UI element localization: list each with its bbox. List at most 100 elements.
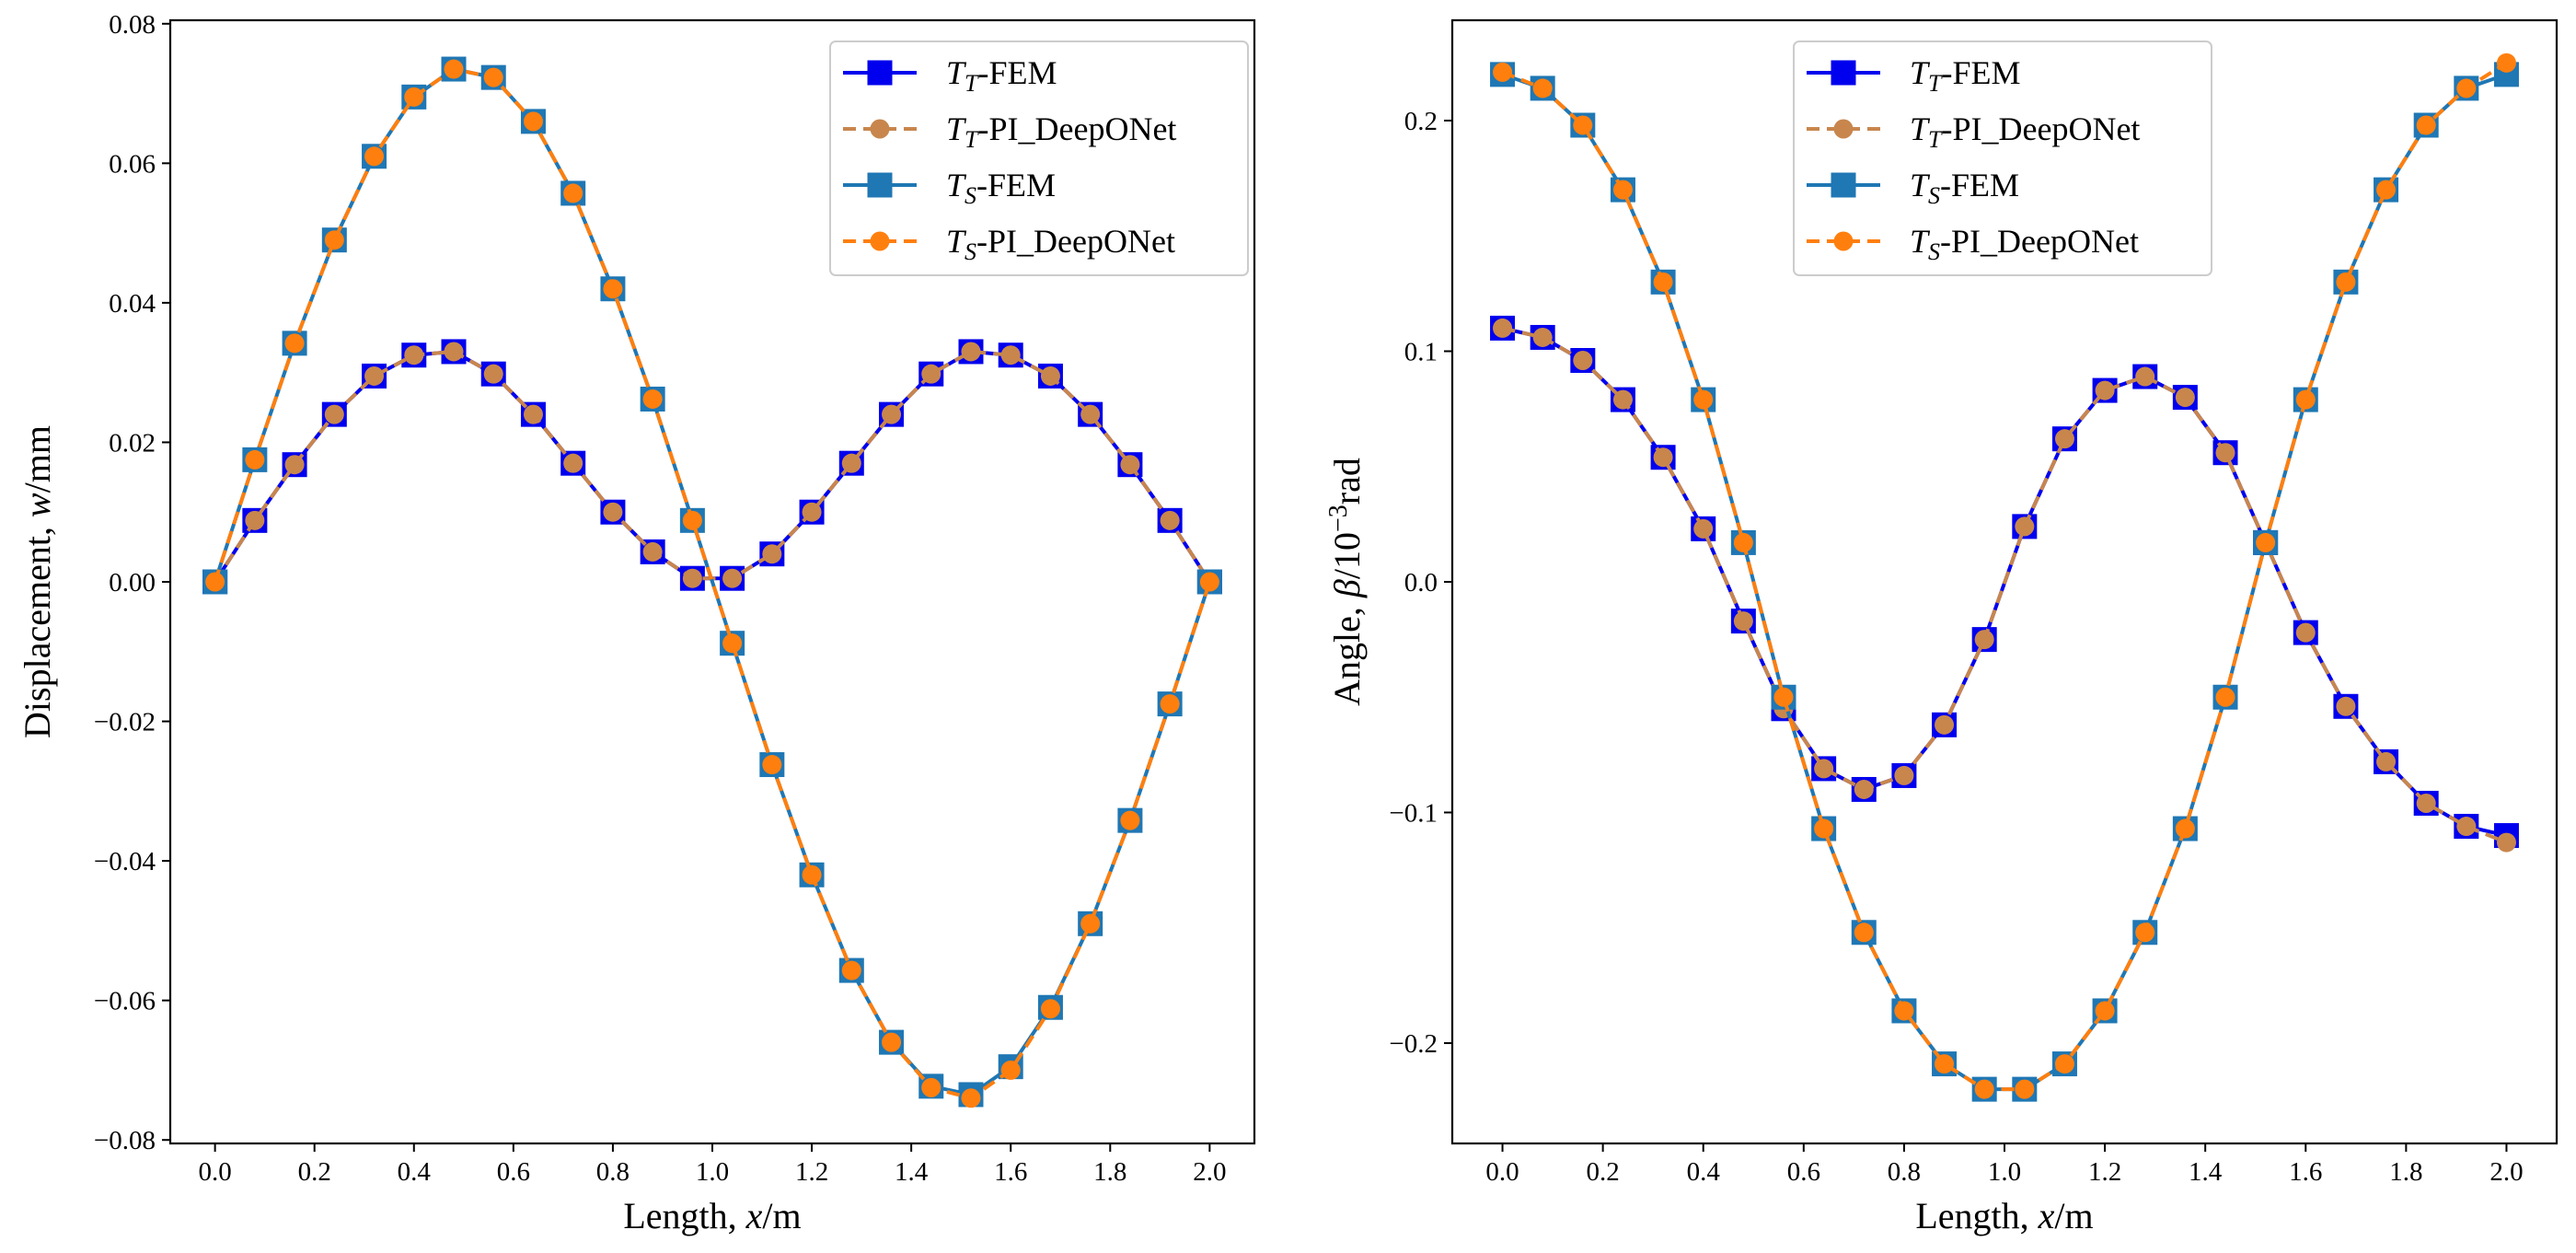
data-point-ts_pi — [284, 333, 305, 354]
data-point-tt_pi — [2295, 622, 2316, 643]
data-point-tt_pi — [762, 544, 782, 564]
data-point-ts_pi — [1773, 687, 1794, 707]
data-point-tt_pi — [2175, 388, 2195, 408]
x-tick-label: 0.4 — [1687, 1157, 1721, 1187]
data-point-tt_pi — [882, 404, 902, 424]
series-line-tt_pi — [1502, 326, 2508, 844]
y-tick-label: 0.02 — [109, 428, 156, 458]
y-tick-label: −0.1 — [1389, 799, 1438, 829]
data-point-tt_pi — [1532, 327, 1553, 347]
data-point-ts_pi — [841, 960, 861, 980]
x-tick-label: 1.0 — [1988, 1157, 2021, 1187]
data-point-ts_pi — [2215, 687, 2235, 707]
legend-label-ts_pi: TS-PI_DeepONet — [946, 223, 1175, 265]
data-point-ts_pi — [2135, 922, 2155, 943]
data-point-ts_pi — [2336, 272, 2356, 292]
data-point-tt_pi — [603, 502, 623, 522]
x-tick-label: 0.0 — [1485, 1157, 1519, 1187]
x-tick-label: 1.6 — [2289, 1157, 2322, 1187]
data-point-tt_pi — [1160, 510, 1180, 530]
legend-label-ts_fem: TS-FEM — [1910, 167, 2019, 209]
data-point-ts_pi — [1493, 62, 1513, 82]
data-point-ts_pi — [404, 87, 424, 107]
data-point-ts_pi — [2416, 115, 2436, 135]
legend: TT-FEM TT-PI_DeepONet TS-FEM TS-PI_DeepONet — [1793, 41, 2212, 276]
data-point-ts_pi — [1814, 818, 1834, 839]
legend-box — [1793, 41, 2212, 276]
y-tick-label: 0.08 — [109, 10, 156, 40]
legend-label-ts_fem: TS-FEM — [946, 167, 1056, 209]
data-point-tt_pi — [1935, 714, 1955, 735]
series-tt_fem — [202, 339, 1222, 595]
data-point-ts_pi — [483, 67, 503, 87]
data-point-tt_pi — [245, 510, 265, 530]
data-point-tt_pi — [2376, 751, 2397, 772]
x-tick-label: 1.8 — [1093, 1157, 1126, 1187]
data-point-tt_pi — [1733, 611, 1753, 632]
data-point-ts_pi — [1532, 78, 1553, 99]
data-point-tt_pi — [1000, 345, 1021, 365]
data-point-ts_pi — [1935, 1054, 1955, 1074]
y-tick-label: −0.08 — [94, 1126, 156, 1155]
data-point-tt_pi — [2456, 817, 2477, 837]
data-point-ts_pi — [1653, 272, 1673, 292]
data-point-tt_pi — [2215, 443, 2235, 463]
data-point-ts_pi — [523, 111, 543, 132]
y-axis-label: Displacement, w/mm — [17, 425, 58, 738]
data-point-ts_pi — [1120, 810, 1140, 830]
data-point-ts_pi — [882, 1032, 902, 1052]
y-tick-label: 0.00 — [109, 568, 156, 597]
data-point-ts_pi — [802, 864, 822, 885]
data-point-tt_pi — [642, 541, 663, 562]
data-point-ts_pi — [1000, 1060, 1021, 1080]
y-tick-label: −0.04 — [94, 847, 156, 876]
x-tick-label: 1.4 — [895, 1157, 929, 1187]
data-point-ts_pi — [961, 1088, 981, 1108]
data-point-tt_pi — [1693, 518, 1714, 539]
data-point-ts_pi — [2376, 180, 2397, 200]
data-point-ts_pi — [1854, 922, 1874, 943]
data-point-ts_pi — [2175, 818, 2195, 839]
angle-chart: 0.0 0.2 0.4 0.6 0.8 1.0 1.2 1.4 1.6 1.8 2.0 −0.2 −0.… — [1324, 18, 2559, 1236]
data-point-ts_pi — [1040, 999, 1060, 1019]
x-tick-label: 1.2 — [2088, 1157, 2121, 1187]
data-point-ts_pi — [2496, 52, 2516, 73]
data-point-ts_pi — [563, 183, 583, 203]
y-axis-label: Angle, β/10−3rad — [1324, 458, 1368, 706]
legend-marker-tt_fem — [1831, 60, 1856, 86]
x-tick-label: 0.8 — [1888, 1157, 1921, 1187]
data-point-tt_pi — [1974, 630, 1994, 650]
data-point-ts_pi — [245, 449, 265, 470]
x-tick-label: 2.0 — [1193, 1157, 1226, 1187]
y-tick-label: 0.06 — [109, 149, 156, 179]
data-point-tt_pi — [404, 345, 424, 365]
y-tick-label: −0.02 — [94, 708, 156, 737]
data-point-tt_pi — [961, 342, 981, 362]
data-point-tt_pi — [1040, 365, 1060, 386]
data-point-tt_pi — [523, 404, 543, 424]
data-point-tt_pi — [2135, 366, 2155, 387]
data-point-tt_pi — [2496, 832, 2516, 853]
x-tick-label: 0.6 — [1787, 1157, 1820, 1187]
x-tick-label: 0.4 — [398, 1157, 432, 1187]
series-tt_pi — [205, 342, 1219, 592]
legend-marker-tt_pi — [1833, 119, 1854, 139]
data-point-tt_pi — [284, 455, 305, 475]
data-point-tt_pi — [2336, 696, 2356, 716]
data-point-ts_pi — [364, 146, 385, 167]
data-point-tt_pi — [1573, 351, 1593, 371]
series-ts_pi — [1493, 52, 2516, 1099]
legend-marker-ts_pi — [1833, 231, 1854, 251]
data-point-ts_pi — [2095, 1001, 2115, 1021]
y-tick-label: −0.2 — [1389, 1029, 1438, 1059]
data-point-tt_pi — [364, 365, 385, 386]
data-point-ts_pi — [1974, 1079, 1994, 1099]
data-point-ts_pi — [2015, 1079, 2035, 1099]
x-tick-label: 1.0 — [696, 1157, 729, 1187]
data-point-tt_pi — [2054, 429, 2074, 449]
data-point-tt_pi — [722, 568, 743, 588]
data-point-tt_pi — [444, 342, 464, 362]
y-tick-label: 0.04 — [109, 289, 156, 319]
data-point-tt_pi — [1854, 779, 1874, 799]
x-tick-label: 1.4 — [2189, 1157, 2223, 1187]
